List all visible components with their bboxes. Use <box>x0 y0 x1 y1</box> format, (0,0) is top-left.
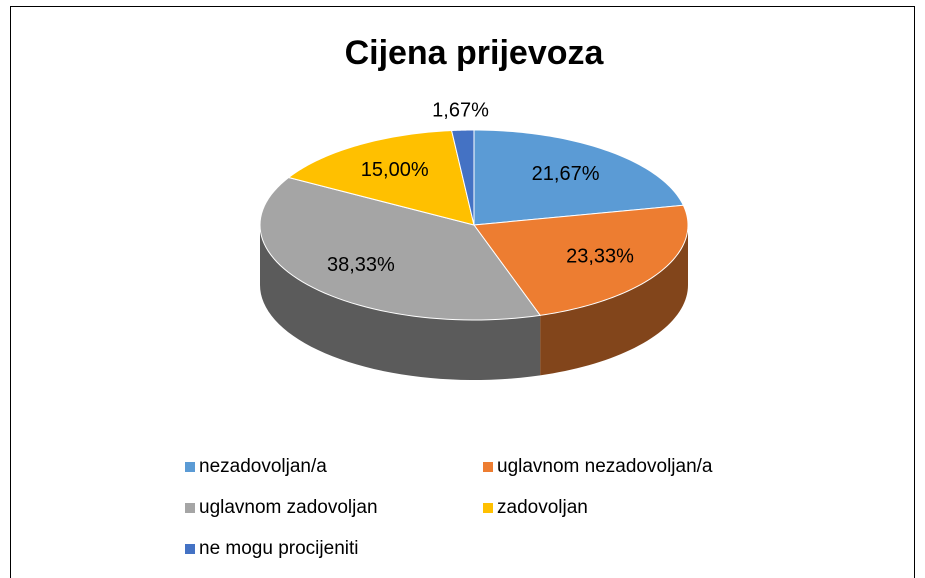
legend-label: zadovoljan <box>497 497 588 518</box>
data-label: 38,33% <box>327 254 395 276</box>
pie-slice <box>259 176 542 321</box>
legend-label: uglavnom zadovoljan <box>199 497 378 518</box>
legend-label: ne mogu procijeniti <box>199 538 358 559</box>
legend-swatch <box>483 462 493 472</box>
legend-label: nezadovoljan/a <box>199 456 327 477</box>
pie-slice <box>473 204 689 316</box>
data-label: 1,67% <box>432 99 489 121</box>
chart-title: Cijena prijevoza <box>345 34 605 72</box>
pie-slice <box>473 129 685 226</box>
data-label: 21,67% <box>532 163 600 185</box>
pie-slice <box>450 129 475 226</box>
data-label: 23,33% <box>566 246 634 268</box>
legend-swatch <box>185 462 195 472</box>
legend-swatch <box>185 503 195 513</box>
legend-swatch <box>483 503 493 513</box>
legend-label: uglavnom nezadovoljan/a <box>497 456 713 477</box>
data-label: 15,00% <box>361 159 429 181</box>
pie-side <box>540 225 688 376</box>
pie-slice <box>287 130 475 226</box>
pie-side <box>260 225 541 380</box>
legend-swatch <box>185 544 195 554</box>
